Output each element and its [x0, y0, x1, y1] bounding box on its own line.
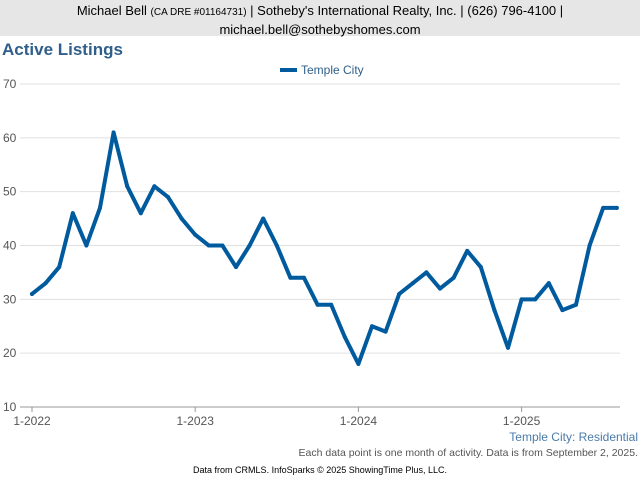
data-point: [574, 302, 578, 307]
data-point: [492, 308, 497, 313]
data-point: [478, 265, 483, 270]
data-point: [288, 275, 293, 280]
data-point: [533, 297, 538, 302]
agent-header: Michael Bell (CA DRE #01164731) | Sotheb…: [0, 0, 640, 37]
grid-layer: [20, 83, 620, 408]
x-tick-label: 1-2024: [340, 414, 378, 428]
data-point: [274, 243, 279, 248]
data-point: [370, 324, 374, 329]
data-point: [302, 275, 306, 280]
data-point: [397, 291, 402, 296]
series-line-0: [30, 130, 619, 366]
data-point: [315, 302, 320, 307]
agent-company: | Sotheby's International Realty, Inc. |…: [250, 3, 564, 18]
data-point: [125, 184, 130, 189]
data-point: [438, 286, 442, 291]
data-point: [383, 329, 388, 334]
data-point: [70, 211, 75, 216]
data-point: [30, 291, 34, 296]
chart-legend[interactable]: Temple City: [280, 63, 364, 77]
data-point: [410, 281, 415, 286]
data-point: [356, 361, 361, 366]
data-point: [465, 248, 470, 253]
data-point: [138, 211, 143, 216]
data-point: [152, 184, 157, 189]
y-tick-label: 10: [3, 400, 17, 414]
x-tick-label: 1-2025: [503, 414, 541, 428]
data-point: [560, 308, 565, 313]
y-tick-label: 40: [3, 239, 17, 253]
y-tick-label: 60: [3, 131, 17, 145]
legend-label: Temple City: [301, 63, 364, 77]
data-point: [57, 265, 62, 270]
data-point: [587, 243, 592, 248]
data-point: [342, 335, 347, 340]
data-point: [193, 232, 198, 237]
x-tick-label: 1-2023: [177, 414, 215, 428]
series-layer: [30, 130, 619, 366]
data-point: [234, 265, 238, 270]
y-tick-label: 20: [3, 346, 17, 360]
data-point: [424, 270, 429, 275]
data-point: [614, 205, 619, 210]
footer-credit: Data from CRMLS. InfoSparks © 2025 Showi…: [193, 465, 447, 475]
x-tick-label: 1-2022: [13, 414, 51, 428]
data-point: [43, 281, 48, 286]
axis-layer: 10 20 30 40 50 60 70 1-2022 1-2023 1-2024 1-2025: [3, 77, 541, 428]
data-point: [601, 205, 606, 210]
data-point: [261, 216, 266, 221]
y-tick-label: 30: [3, 292, 17, 306]
data-point: [98, 205, 102, 210]
data-point: [546, 281, 551, 286]
data-point: [206, 243, 211, 248]
agent-license: (CA DRE #01164731): [150, 7, 247, 18]
data-point: [506, 345, 510, 350]
data-point: [220, 243, 225, 248]
data-point: [111, 130, 116, 135]
data-note: Each data point is one month of activity…: [298, 447, 639, 459]
data-point: [84, 243, 89, 248]
chart-title: Active Listings: [2, 40, 123, 59]
data-point: [166, 195, 170, 200]
data-point: [247, 243, 252, 248]
data-point: [519, 297, 524, 302]
data-point: [179, 216, 184, 221]
agent-email[interactable]: michael.bell@sothebyshomes.com: [219, 22, 421, 37]
data-point: [451, 275, 456, 280]
chart-subtitle: Temple City: Residential: [509, 430, 638, 444]
data-point: [329, 302, 334, 307]
y-tick-label: 70: [3, 77, 17, 91]
agent-name: Michael Bell: [76, 3, 147, 18]
y-tick-label: 50: [3, 185, 17, 199]
